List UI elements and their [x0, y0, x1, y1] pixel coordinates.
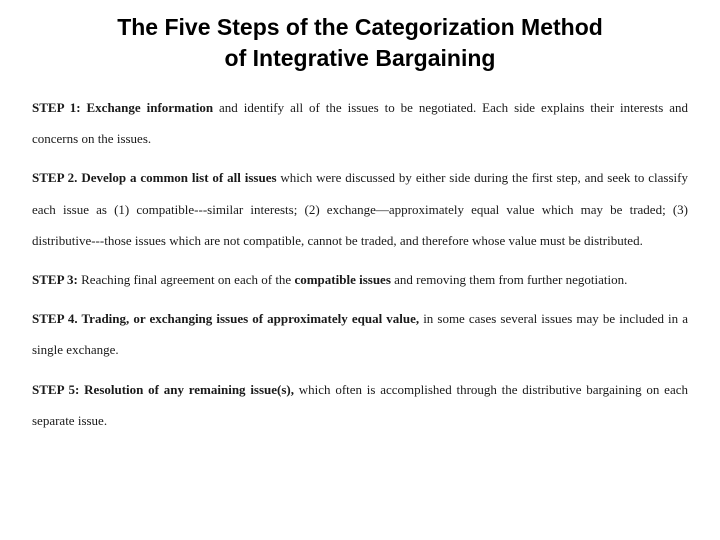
step-4-emphasis: Trading, or exchanging issues of approxi… — [78, 311, 420, 326]
step-4: STEP 4. Trading, or exchanging issues of… — [32, 303, 688, 365]
step-1: STEP 1: Exchange information and identif… — [32, 92, 688, 154]
step-2-emphasis: Develop a common list of all issues — [77, 170, 276, 185]
title-line-2: of Integrative Bargaining — [225, 45, 496, 71]
step-5-emphasis: Resolution of any remaining issue(s), — [79, 382, 294, 397]
step-3-text-a: Reaching final agreement on each of the — [78, 272, 295, 287]
step-2: STEP 2. Develop a common list of all iss… — [32, 162, 688, 256]
steps-container: STEP 1: Exchange information and identif… — [32, 92, 688, 436]
step-3-emphasis: compatible issues — [294, 272, 390, 287]
step-1-label: STEP 1: — [32, 100, 81, 115]
title-line-1: The Five Steps of the Categorization Met… — [117, 14, 603, 40]
step-1-emphasis: Exchange information — [87, 100, 214, 115]
step-5-label: STEP 5: — [32, 382, 79, 397]
step-2-label: STEP 2. — [32, 170, 77, 185]
step-3-text-b: and removing them from further negotiati… — [391, 272, 627, 287]
step-5: STEP 5: Resolution of any remaining issu… — [32, 374, 688, 436]
step-4-label: STEP 4. — [32, 311, 78, 326]
document-title: The Five Steps of the Categorization Met… — [32, 12, 688, 74]
step-3-label: STEP 3: — [32, 272, 78, 287]
step-3: STEP 3: Reaching final agreement on each… — [32, 264, 688, 295]
